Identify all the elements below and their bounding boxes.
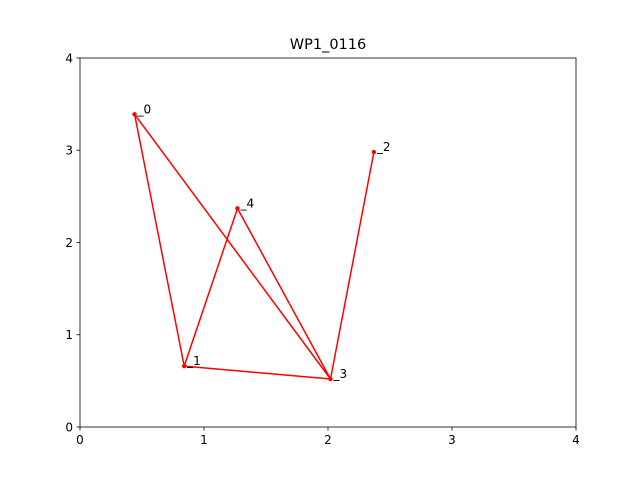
- y-tick-label: 4: [65, 51, 73, 65]
- point-label-2: _2: [376, 140, 391, 154]
- x-tick-label: 2: [324, 433, 332, 447]
- point-label-4: _4: [239, 196, 254, 210]
- point-marker-4: [235, 206, 240, 211]
- y-tick-label: 2: [65, 236, 73, 250]
- chart-title: WP1_0116: [290, 37, 366, 53]
- x-tick-label: 1: [200, 433, 208, 447]
- x-tick-label: 4: [572, 433, 580, 447]
- point-marker-2: [371, 149, 377, 155]
- point-marker-1: [181, 363, 187, 369]
- x-tick-label: 0: [76, 433, 84, 447]
- point-label-1: _1: [186, 354, 201, 368]
- plot-area: [80, 58, 576, 427]
- point-marker-3: [328, 376, 333, 382]
- series-layer: [133, 113, 375, 380]
- point-label-3: _3: [332, 367, 347, 381]
- y-tick-label: 3: [65, 144, 73, 158]
- series-line-0: [133, 113, 332, 380]
- y-tick-label: 0: [65, 420, 73, 434]
- point-label-0: _0: [137, 102, 152, 116]
- x-tick-label: 3: [448, 433, 456, 447]
- series-line-1: [183, 151, 375, 380]
- y-axis-ticks: 0 1 2 3 4: [65, 51, 80, 434]
- point-marker-0: [132, 112, 137, 117]
- y-tick-label: 1: [65, 328, 73, 342]
- x-axis-ticks: 0 1 2 3 4: [76, 427, 580, 447]
- points-layer: _0 _1 _2 _3 _4: [132, 102, 391, 382]
